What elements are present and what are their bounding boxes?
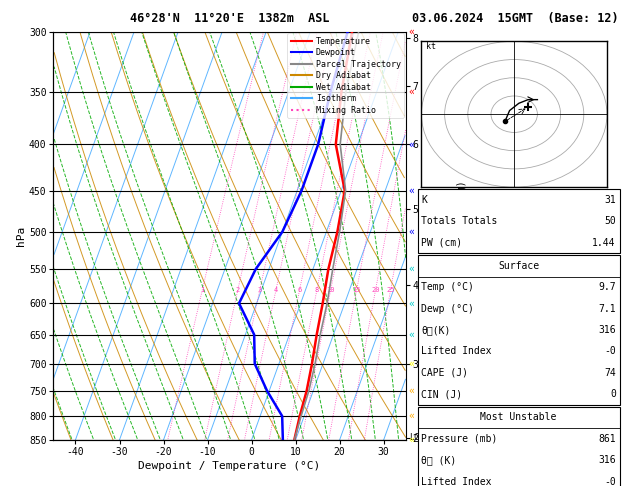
Text: 2: 2 [236, 287, 240, 293]
Text: Temp (°C): Temp (°C) [421, 282, 474, 292]
Text: 316: 316 [598, 325, 616, 335]
Legend: Temperature, Dewpoint, Parcel Trajectory, Dry Adiabat, Wet Adiabat, Isotherm, Mi: Temperature, Dewpoint, Parcel Trajectory… [287, 33, 404, 118]
Y-axis label: hPa: hPa [16, 226, 26, 246]
Text: Surface: Surface [498, 261, 539, 271]
Text: 15: 15 [352, 287, 361, 293]
Text: «: « [409, 386, 415, 396]
Text: K: K [421, 195, 427, 205]
Text: «: « [409, 264, 415, 274]
Text: 4: 4 [274, 287, 278, 293]
Text: 6: 6 [298, 287, 302, 293]
Y-axis label: km
ASL: km ASL [426, 225, 444, 246]
Text: 316: 316 [598, 455, 616, 465]
Text: Lifted Index: Lifted Index [421, 477, 492, 486]
Text: 10: 10 [326, 287, 335, 293]
Text: 50: 50 [604, 216, 616, 226]
Text: 46°28'N  11°20'E  1382m  ASL: 46°28'N 11°20'E 1382m ASL [130, 12, 330, 25]
Text: «: « [409, 359, 415, 369]
Text: 20: 20 [371, 287, 380, 293]
Text: Totals Totals: Totals Totals [421, 216, 498, 226]
Text: «: « [409, 411, 415, 421]
Text: 31: 31 [604, 195, 616, 205]
X-axis label: Dewpoint / Temperature (°C): Dewpoint / Temperature (°C) [138, 461, 321, 471]
Text: «: « [409, 186, 415, 195]
Text: © weatheronline.co.uk: © weatheronline.co.uk [457, 469, 581, 479]
Text: 1: 1 [200, 287, 204, 293]
Text: 74: 74 [604, 368, 616, 378]
Text: CAPE (J): CAPE (J) [421, 368, 469, 378]
Text: Mixing Ratio (g/kg): Mixing Ratio (g/kg) [457, 180, 467, 292]
Text: PW (cm): PW (cm) [421, 238, 462, 247]
Text: «: « [409, 330, 415, 340]
Text: 861: 861 [598, 434, 616, 444]
Text: Most Unstable: Most Unstable [481, 413, 557, 422]
Text: «: « [409, 298, 415, 308]
Text: «: « [409, 139, 415, 149]
Text: 1.44: 1.44 [593, 238, 616, 247]
Text: 8: 8 [314, 287, 319, 293]
Text: «: « [409, 27, 415, 36]
Text: -0: -0 [604, 347, 616, 356]
Text: 7.1: 7.1 [598, 304, 616, 313]
Text: «: « [409, 227, 415, 237]
Text: 03.06.2024  15GMT  (Base: 12): 03.06.2024 15GMT (Base: 12) [413, 12, 619, 25]
Text: 0: 0 [610, 389, 616, 399]
Text: «: « [409, 87, 415, 97]
Text: 25: 25 [386, 287, 395, 293]
Text: LCL: LCL [409, 433, 424, 442]
Text: CIN (J): CIN (J) [421, 389, 462, 399]
Text: Lifted Index: Lifted Index [421, 347, 492, 356]
Text: kt: kt [426, 42, 436, 51]
Text: 3: 3 [258, 287, 262, 293]
Text: -0: -0 [604, 477, 616, 486]
Text: θᴇ(K): θᴇ(K) [421, 325, 451, 335]
Text: θᴇ (K): θᴇ (K) [421, 455, 457, 465]
Text: 9.7: 9.7 [598, 282, 616, 292]
Text: «: « [409, 435, 415, 445]
Text: Pressure (mb): Pressure (mb) [421, 434, 498, 444]
Text: Dewp (°C): Dewp (°C) [421, 304, 474, 313]
